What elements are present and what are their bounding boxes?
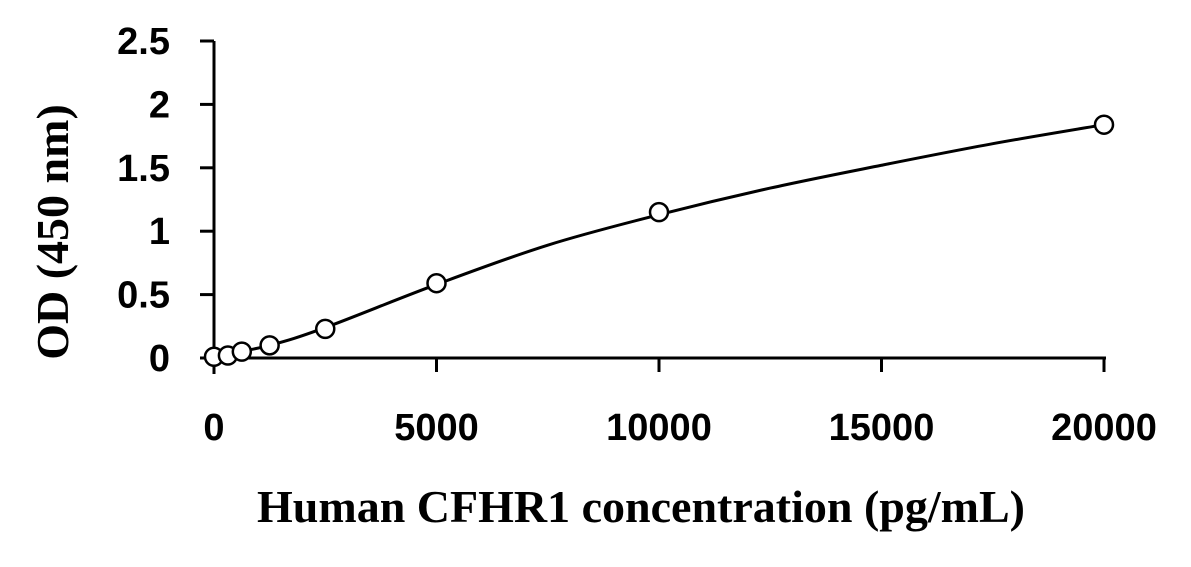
x-tick-label: 5000 [394, 407, 479, 449]
x-tick-label: 10000 [606, 407, 712, 449]
y-axis-title: OD (450 nm) [27, 104, 78, 360]
x-tick-label: 20000 [1051, 407, 1157, 449]
data-point [1093, 114, 1115, 135]
data-point [426, 272, 447, 294]
x-tick-label: 0 [203, 407, 224, 449]
y-tick-label: 2.5 [117, 21, 170, 63]
y-tick-label: 1 [149, 211, 170, 253]
ticks: 0 0.5 1 1.5 2 2.5 0 5000 10000 15000 20000 [117, 21, 1157, 449]
fitted-curve [213, 123, 1105, 359]
x-axis-title: Human CFHR1 concentration (pg/mL) [257, 481, 1025, 532]
data-point [231, 341, 253, 362]
x-tick-label: 15000 [829, 407, 935, 449]
data-point [259, 335, 280, 356]
y-tick-label: 0 [149, 338, 170, 380]
y-tick-label: 0.5 [117, 275, 170, 317]
y-tick-label: 1.5 [117, 148, 170, 190]
y-tick-label: 2 [149, 84, 170, 126]
data-points-layer [203, 114, 1115, 367]
data-point [648, 201, 670, 223]
fitted-curve-layer [213, 123, 1105, 359]
data-point [315, 318, 336, 340]
